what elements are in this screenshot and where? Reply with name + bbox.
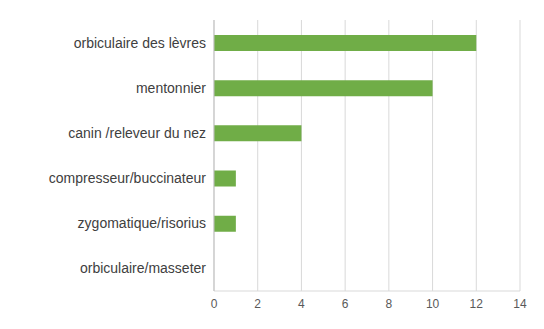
svg-text:8: 8 bbox=[386, 297, 393, 311]
svg-text:0: 0 bbox=[211, 297, 218, 311]
svg-text:zygomatique/risorius: zygomatique/risorius bbox=[78, 215, 206, 231]
svg-text:2: 2 bbox=[254, 297, 261, 311]
svg-text:4: 4 bbox=[298, 297, 305, 311]
svg-text:orbiculaire des lèvres: orbiculaire des lèvres bbox=[74, 35, 206, 51]
svg-text:orbiculaire/masseter: orbiculaire/masseter bbox=[80, 260, 206, 276]
svg-text:12: 12 bbox=[470, 297, 484, 311]
svg-text:14: 14 bbox=[513, 297, 527, 311]
svg-text:10: 10 bbox=[426, 297, 440, 311]
svg-text:mentonnier: mentonnier bbox=[136, 80, 206, 96]
svg-text:6: 6 bbox=[342, 297, 349, 311]
svg-text:canin /releveur du nez: canin /releveur du nez bbox=[68, 125, 206, 141]
svg-text:compresseur/buccinateur: compresseur/buccinateur bbox=[49, 170, 207, 186]
